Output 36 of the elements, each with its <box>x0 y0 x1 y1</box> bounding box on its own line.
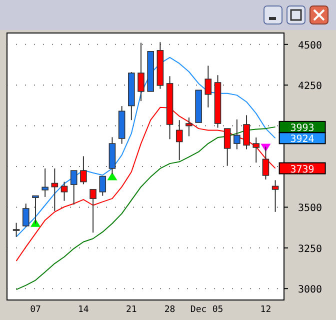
candlestick <box>272 180 279 212</box>
x-tick-label: Dec <box>190 305 207 315</box>
candlestick <box>186 116 192 137</box>
x-tick-label: 07 <box>30 305 41 315</box>
candlestick <box>51 168 58 212</box>
y-tick-label: 3250 <box>298 244 322 255</box>
candlestick <box>99 176 106 196</box>
candlestick <box>138 42 144 102</box>
candlestick <box>60 181 68 202</box>
candlestick <box>12 222 20 238</box>
x-tick-label: 28 <box>164 305 176 315</box>
candlestick <box>22 203 30 228</box>
x-tick-label: 05 <box>212 305 224 315</box>
candlestick <box>243 114 250 150</box>
candlestick <box>42 168 48 198</box>
y-tick-label: 3000 <box>298 284 322 296</box>
point <box>107 172 118 180</box>
candlestick <box>90 188 96 234</box>
x-tick-label: 14 <box>78 305 89 315</box>
point <box>30 218 40 227</box>
candlestick <box>80 156 87 185</box>
y-tick-label: 4250 <box>298 81 322 92</box>
x-tick-label: 12 <box>260 305 272 315</box>
data-label: 3993 <box>290 122 314 134</box>
x-tick-label: 21 <box>126 305 137 315</box>
candlestick <box>252 137 260 164</box>
candlestick <box>204 65 212 108</box>
data-label: 3739 <box>290 164 314 176</box>
y-tick-label: 3500 <box>298 203 322 214</box>
candlestick <box>176 120 183 161</box>
candlestick <box>224 128 231 166</box>
candlestick <box>70 170 78 206</box>
candlestick <box>234 118 240 150</box>
y-tick-label: 4500 <box>298 40 322 52</box>
line-series <box>16 56 276 238</box>
data-label: 3924 <box>290 134 314 146</box>
